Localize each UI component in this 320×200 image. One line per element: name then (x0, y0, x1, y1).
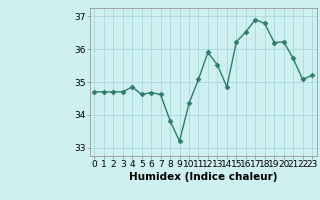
X-axis label: Humidex (Indice chaleur): Humidex (Indice chaleur) (129, 172, 277, 182)
